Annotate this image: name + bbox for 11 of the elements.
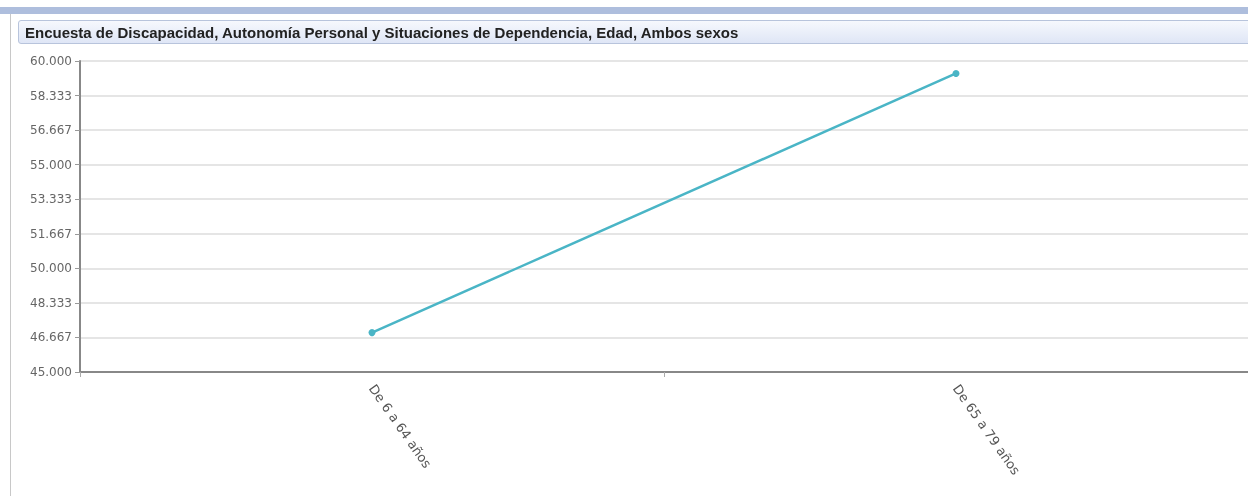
y-tick-label: 48.333 — [30, 295, 72, 310]
chart-title: Encuesta de Discapacidad, Autonomía Personal y Situaciones de Dependencia, Edad, Ambos sexos — [18, 20, 1248, 44]
y-tick-label: 51.667 — [30, 226, 72, 241]
y-tick-label: 60.000 — [30, 54, 72, 68]
y-tick-label: 46.667 — [30, 330, 72, 345]
y-tick-label: 55.000 — [30, 157, 72, 172]
y-tick-label: 45.000 — [30, 365, 72, 379]
y-tick-label: 53.333 — [30, 192, 72, 207]
y-tick-label: 56.667 — [30, 123, 72, 138]
y-tick-label: 50.000 — [30, 261, 72, 276]
y-tick-label: 58.333 — [30, 88, 72, 103]
